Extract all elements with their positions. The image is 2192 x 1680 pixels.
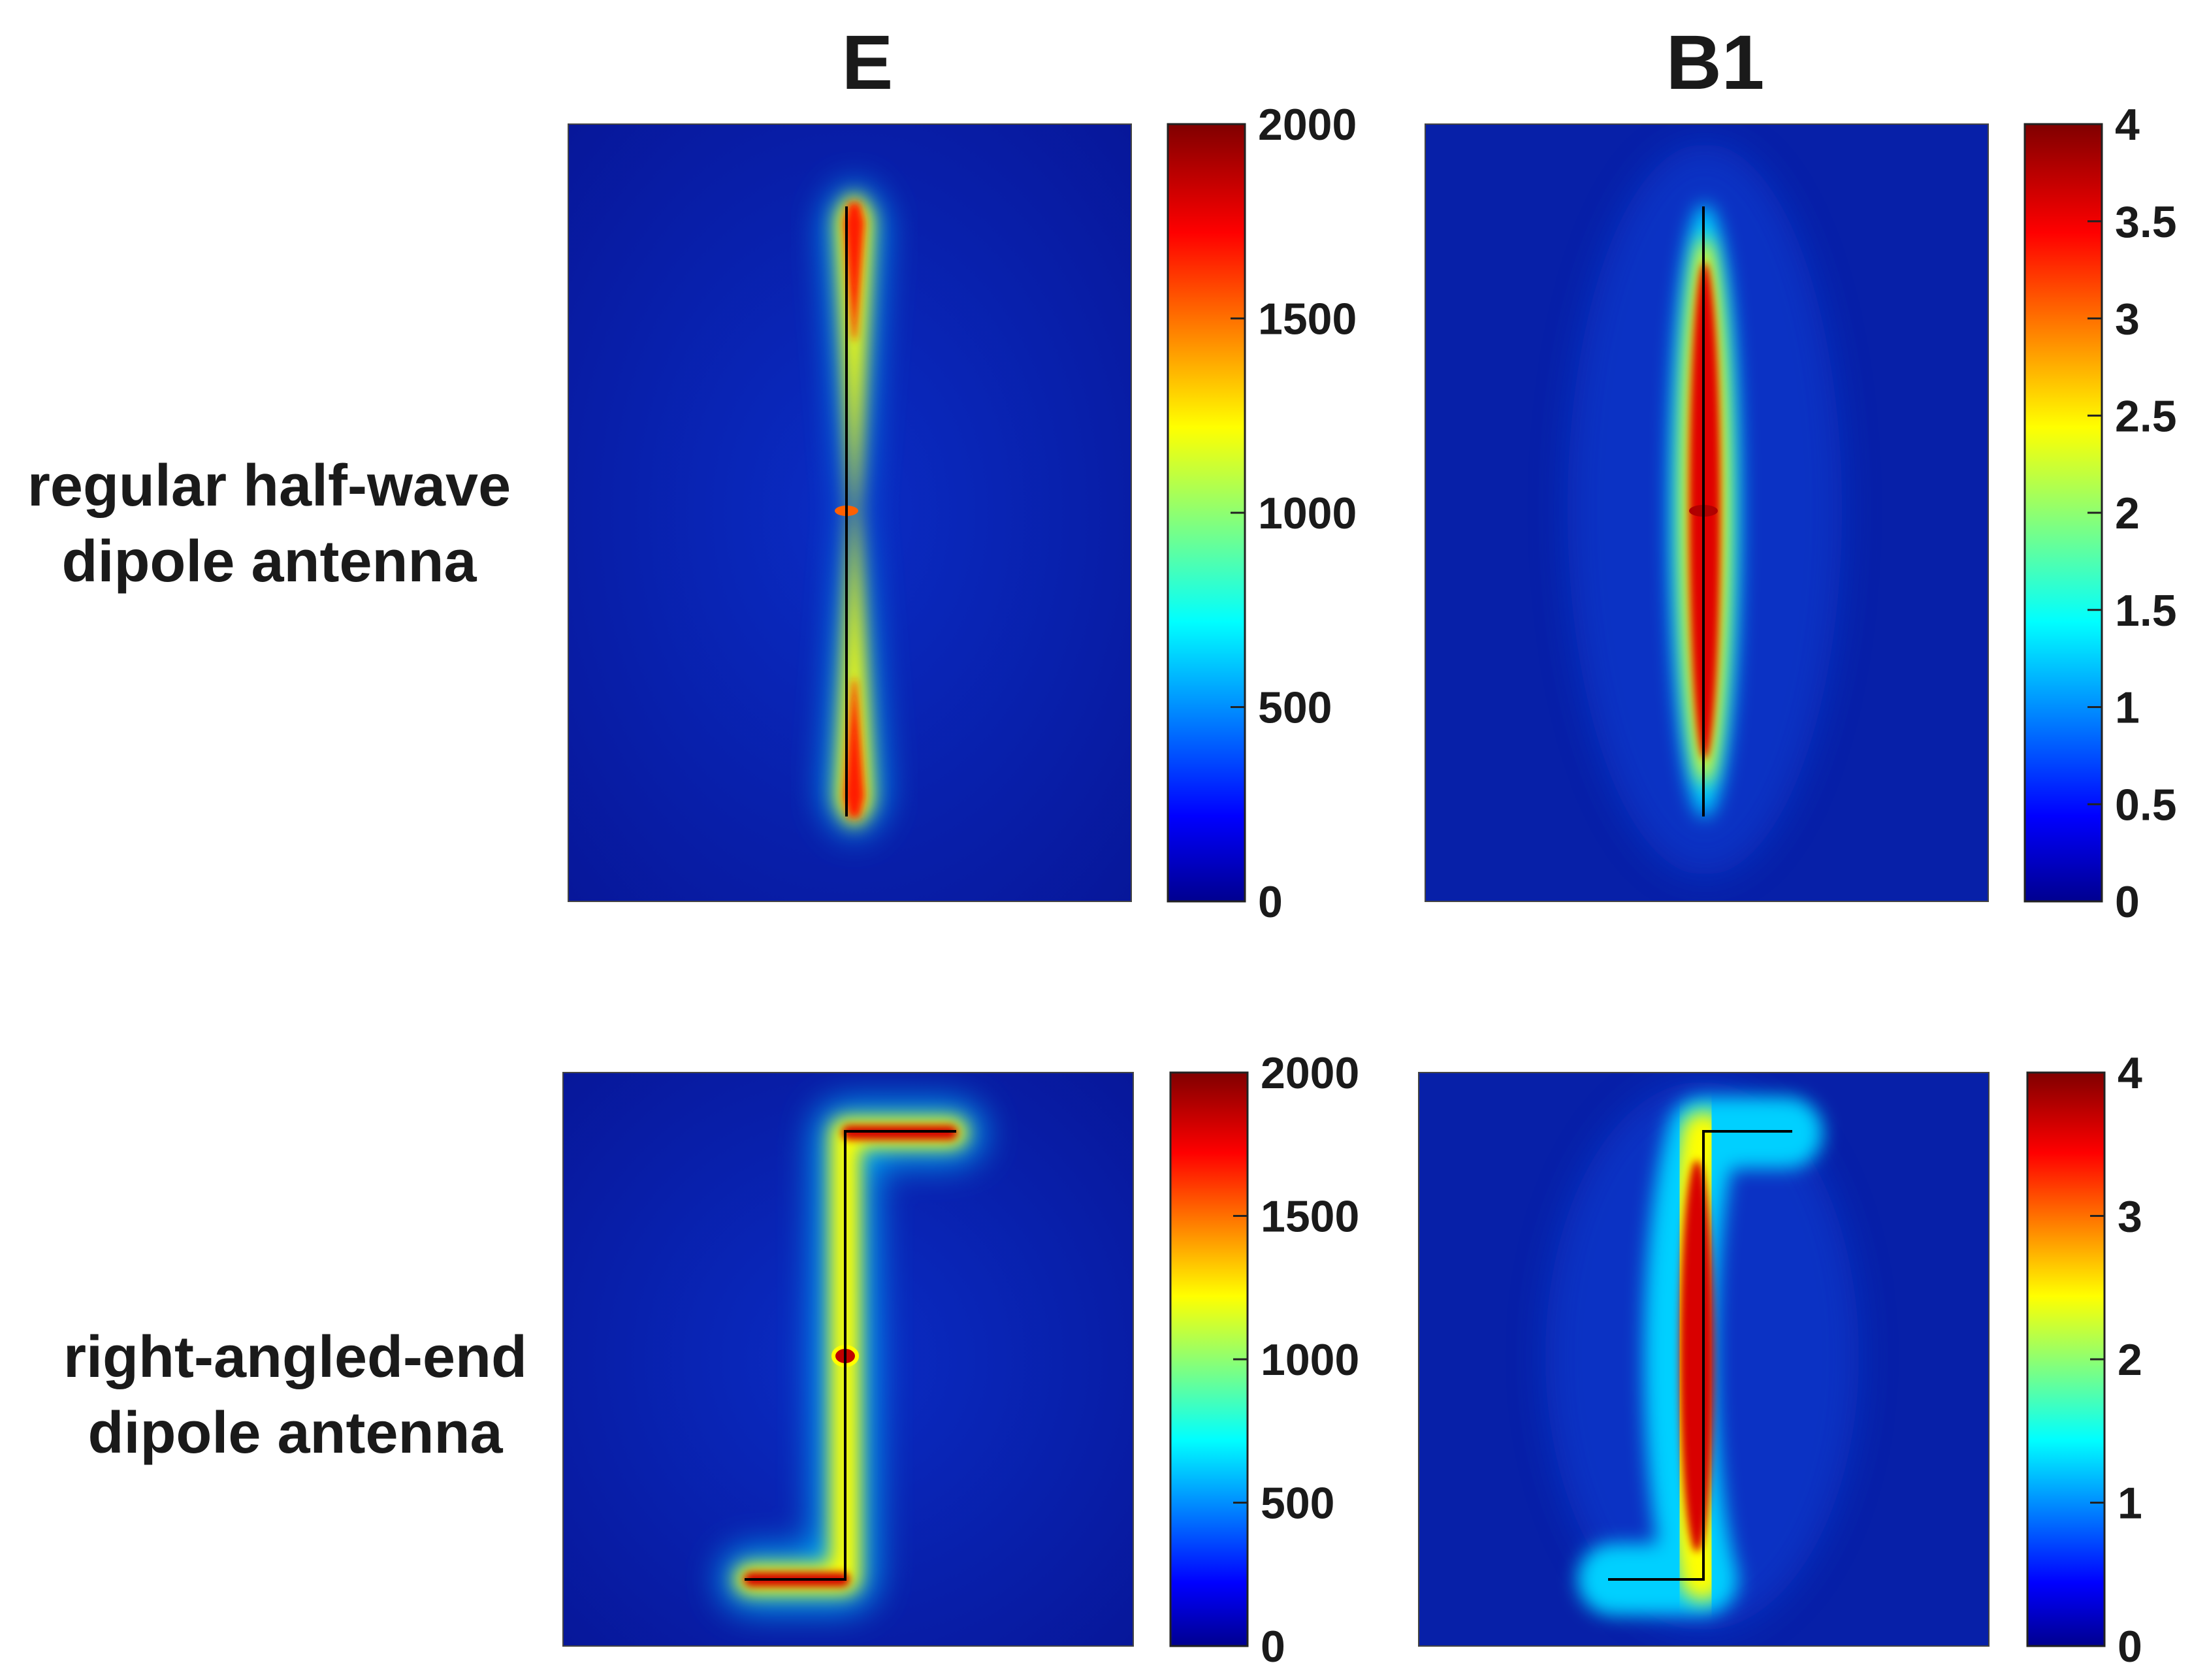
colorbar-tick-label: 500 [1261, 1479, 1334, 1528]
colorbar-tick-label: 1000 [1258, 489, 1357, 538]
colorbar-tick-label: 0 [1258, 877, 1283, 927]
panel-frame [1425, 123, 1989, 902]
colorbar-tick-label: 3 [2118, 1192, 2142, 1242]
colorbar-tick-label: 0 [2118, 1622, 2142, 1672]
colorbar-tick-label: 1.5 [2115, 586, 2177, 636]
colorbar-tick-label: 2.5 [2115, 391, 2177, 441]
colorbar-tick-label: 0.5 [2115, 780, 2177, 830]
colorbar-tick-label: 2 [2115, 489, 2140, 538]
colorbar-b1-right-angled: 0 1 2 3 4 [2026, 1048, 2142, 1672]
colorbar-b1-regular: 0 0.5 1 1.5 2 2.5 3 3.5 4 [2023, 100, 2177, 927]
colorbar-tick-label: 3 [2115, 295, 2140, 344]
column-title-b1: B1 [1666, 20, 1765, 106]
row-label-regular-line2: dipole antenna [61, 529, 477, 594]
colorbar-tick-label: 0 [1261, 1622, 1285, 1672]
column-title-e: E [842, 20, 894, 106]
antenna-conductor [745, 1130, 956, 1581]
colorbar-tick-label: 1000 [1261, 1335, 1359, 1385]
colorbar-tick-label: 1 [2118, 1479, 2142, 1528]
colorbar-e-right-angled: 0 500 1000 1500 2000 [1169, 1048, 1359, 1672]
heatmap-b1-regular [1425, 124, 1988, 901]
field-glow-core [1680, 1160, 1714, 1552]
colorbar-tick-label: 500 [1258, 683, 1332, 733]
field-glow-core-top [844, 202, 865, 340]
row-label-right-angled-line2: dipole antenna [88, 1400, 503, 1466]
row-label-right-angled-line1: right-angled-end [63, 1325, 527, 1390]
panel-frame [568, 123, 1132, 902]
colorbar-tick-label: 4 [2118, 1048, 2142, 1098]
field-glow-core-bottom [844, 679, 865, 818]
colorbar-tick-label: 0 [2115, 877, 2140, 927]
colorbar-tick-label: 1500 [1258, 295, 1357, 344]
colorbar-e-regular: 0 500 1000 1500 2000 [1167, 100, 1357, 927]
heatmap-e-regular [568, 124, 1131, 901]
colorbar-tick-label: 2000 [1261, 1048, 1359, 1098]
panel-frame [1418, 1072, 1990, 1647]
colorbar-tick-label: 2000 [1258, 100, 1357, 150]
colorbar-tick-label: 2 [2118, 1335, 2142, 1385]
colorbar-tick-label: 4 [2115, 100, 2140, 150]
antenna-conductor [1608, 1130, 1792, 1581]
heatmap-b1-right-angled [1419, 1073, 1989, 1646]
heatmap-e-right-angled [563, 1073, 1133, 1646]
colorbar-tick-label: 3.5 [2115, 197, 2177, 247]
colorbar-tick-label: 1500 [1261, 1192, 1359, 1242]
panel-frame [562, 1072, 1134, 1647]
row-label-regular-line1: regular half-wave [27, 453, 511, 519]
colorbar-tick-label: 1 [2115, 683, 2140, 733]
